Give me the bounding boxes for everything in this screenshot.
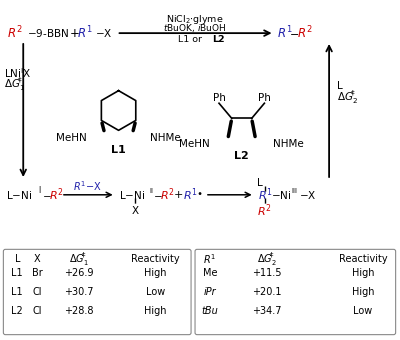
Text: NiCl$_2$$\cdot$glyme: NiCl$_2$$\cdot$glyme (166, 13, 224, 26)
Text: $R^1$: $R^1$ (258, 187, 272, 203)
Text: +11.5: +11.5 (252, 268, 281, 278)
Text: MeHN: MeHN (56, 133, 87, 143)
Text: $-$: $-$ (42, 190, 52, 200)
Text: L1: L1 (111, 145, 126, 155)
Text: NHMe: NHMe (150, 133, 181, 143)
Text: $-$9-BBN: $-$9-BBN (27, 27, 69, 39)
Text: $\Delta G_2^{\!\!‡}$: $\Delta G_2^{\!\!‡}$ (337, 89, 358, 106)
Text: MeHN: MeHN (179, 139, 210, 149)
Text: L: L (337, 81, 343, 91)
FancyBboxPatch shape (195, 249, 396, 335)
Text: $+$: $+$ (173, 189, 183, 200)
Text: X: X (34, 254, 40, 264)
Text: Reactivity: Reactivity (338, 254, 387, 264)
Text: L1: L1 (12, 287, 23, 297)
Text: tBu: tBu (202, 306, 218, 316)
Text: I: I (38, 186, 40, 195)
Text: L2: L2 (212, 35, 224, 44)
Text: iPr: iPr (204, 287, 216, 297)
Text: II: II (149, 188, 153, 194)
Text: +26.9: +26.9 (64, 268, 94, 278)
Text: Low: Low (353, 306, 372, 316)
Text: X: X (132, 206, 139, 216)
Text: $R^1$: $R^1$ (183, 187, 198, 203)
Text: L$-$Ni: L$-$Ni (6, 189, 32, 201)
Text: Me: Me (203, 268, 217, 278)
Text: +20.1: +20.1 (252, 287, 281, 297)
Text: $R^1$: $R^1$ (77, 25, 92, 41)
Text: NHMe: NHMe (274, 139, 304, 149)
Text: L2: L2 (12, 306, 23, 316)
Text: +28.8: +28.8 (64, 306, 94, 316)
Text: Ph: Ph (212, 93, 226, 103)
Text: Cl: Cl (32, 287, 42, 297)
Text: $-$Ni: $-$Ni (270, 189, 291, 201)
Text: L1: L1 (12, 268, 23, 278)
Text: Br: Br (32, 268, 42, 278)
Text: $R^2$: $R^2$ (49, 187, 64, 203)
Text: $-$: $-$ (289, 28, 300, 38)
Text: High: High (352, 287, 374, 297)
Text: $\Delta G_1^{\!\!‡}$: $\Delta G_1^{\!\!‡}$ (4, 76, 26, 93)
Text: Reactivity: Reactivity (131, 254, 180, 264)
Text: L$-$Ni: L$-$Ni (118, 189, 145, 201)
Text: High: High (352, 268, 374, 278)
FancyBboxPatch shape (3, 249, 191, 335)
Text: $+$: $+$ (68, 27, 79, 40)
Text: $R^1$: $R^1$ (277, 25, 292, 41)
Text: +30.7: +30.7 (64, 287, 94, 297)
Text: $-$X: $-$X (95, 27, 112, 39)
Text: L: L (14, 254, 20, 264)
Text: Ph: Ph (258, 93, 271, 103)
Text: $R^2$: $R^2$ (296, 25, 312, 41)
Text: L1 or: L1 or (178, 35, 205, 44)
Text: $t$BuOK, $i$BuOH: $t$BuOK, $i$BuOH (163, 22, 227, 34)
Text: L2: L2 (234, 151, 249, 161)
Text: $R^2$: $R^2$ (257, 202, 272, 219)
Text: L: L (257, 178, 262, 188)
Text: +34.7: +34.7 (252, 306, 281, 316)
Text: $R^1$$-$X: $R^1$$-$X (74, 179, 102, 193)
Text: High: High (144, 306, 166, 316)
Text: LNi$^{\rm I}$X: LNi$^{\rm I}$X (4, 66, 32, 80)
Text: III: III (291, 188, 297, 194)
Text: High: High (144, 268, 166, 278)
Text: $R^1$: $R^1$ (203, 252, 216, 266)
Text: Cl: Cl (32, 306, 42, 316)
Text: $\Delta G_2^{\!\!‡}$: $\Delta G_2^{\!\!‡}$ (257, 251, 276, 268)
Text: $R^2$: $R^2$ (160, 187, 175, 203)
Text: $-$: $-$ (153, 190, 163, 200)
Text: $\Delta G_1^{\!\!‡}$: $\Delta G_1^{\!\!‡}$ (69, 251, 89, 268)
Text: Low: Low (146, 287, 165, 297)
Text: $-$X: $-$X (299, 189, 317, 201)
Text: $R^2$: $R^2$ (6, 25, 22, 41)
Text: $\bullet$: $\bullet$ (196, 187, 202, 197)
